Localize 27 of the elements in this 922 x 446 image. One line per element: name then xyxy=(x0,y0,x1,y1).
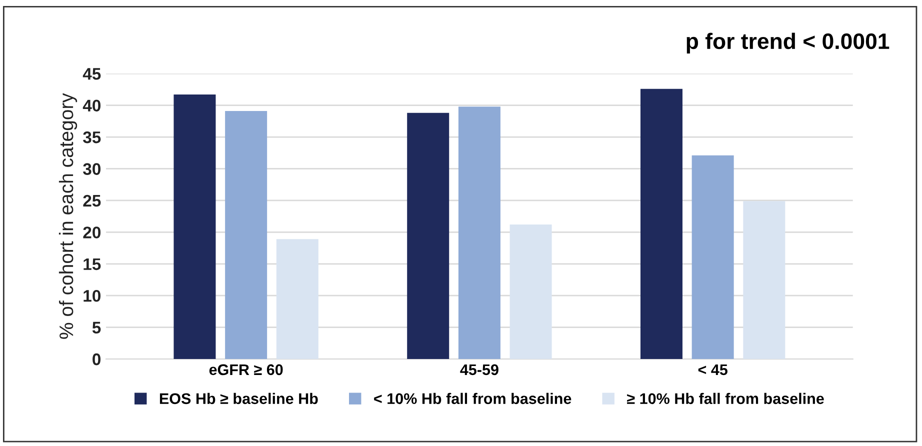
legend-label: < 10% Hb fall from baseline xyxy=(374,392,572,404)
y-tick-label: 35 xyxy=(83,131,101,144)
legend-label: EOS Hb ≥ baseline Hb xyxy=(160,392,318,404)
bar xyxy=(510,224,552,360)
bar xyxy=(640,88,682,360)
x-tick-label: eGFR ≥ 60 xyxy=(209,364,283,376)
y-tick-label: 45 xyxy=(82,68,101,80)
bar xyxy=(276,239,318,360)
text: p for trend < 0.0001 xyxy=(686,32,890,54)
x-tick-label: < 45 xyxy=(698,364,728,376)
y-tick-label: 20 xyxy=(83,226,100,238)
y-tick-label: 30 xyxy=(83,163,100,175)
y-tick-label: 25 xyxy=(83,194,101,207)
bar xyxy=(407,112,450,360)
bar xyxy=(225,111,268,360)
y-tick-label: 10 xyxy=(84,290,100,302)
bar xyxy=(692,155,734,360)
y-axis-title: % of cohort in each category xyxy=(58,93,78,339)
y-tick-label: 15 xyxy=(84,258,101,270)
y-tick-label: 40 xyxy=(82,100,100,112)
bar xyxy=(458,106,500,360)
x-tick-label: 45-59 xyxy=(460,364,498,376)
bar xyxy=(174,94,216,360)
y-tick-label: 5 xyxy=(92,322,101,334)
y-tick-label: 0 xyxy=(92,353,100,366)
bar xyxy=(743,201,786,360)
legend-label: ≥ 10% Hb fall from baseline xyxy=(627,392,824,404)
